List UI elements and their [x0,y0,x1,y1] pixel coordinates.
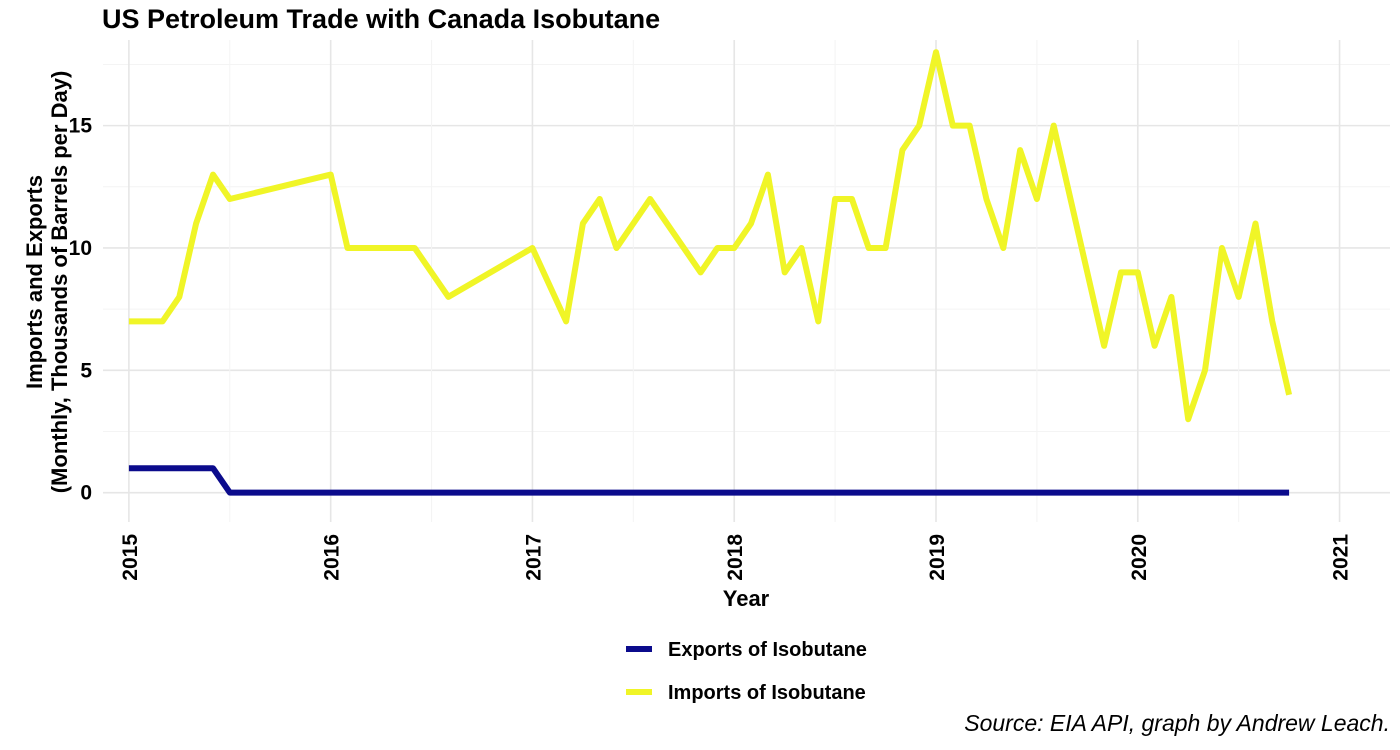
x-tick-label: 2017 [522,534,545,581]
x-tick-label: 2015 [119,534,142,581]
y-axis-title: Imports and Exports (Monthly, Thousands … [22,71,72,494]
y-axis-title-line-1: Imports and Exports [22,175,47,389]
y-tick-label: 5 [80,359,92,382]
grid-layer [103,40,1390,522]
chart-caption: Source: EIA API, graph by Andrew Leach. [964,710,1390,736]
legend-label-exports: Exports of Isobutane [668,639,867,661]
legend: Exports of Isobutane Imports of Isobutan… [626,639,867,704]
legend-label-imports: Imports of Isobutane [668,682,866,704]
series-line-1 [128,49,1293,423]
x-axis-title: Year [723,586,770,611]
y-tick-label: 15 [69,115,93,138]
x-tick-label: 2020 [1128,534,1151,581]
y-tick-labels: 0 5 10 15 [69,115,93,505]
y-tick-label: 0 [80,482,92,505]
x-tick-label: 2018 [724,534,747,581]
y-axis-title-line-2: (Monthly, Thousands of Barrels per Day) [47,71,72,494]
x-tick-label: 2019 [926,534,949,581]
series-line-0 [128,465,1290,496]
x-tick-labels: 2015 2016 2017 2018 2019 2020 2021 [119,534,1353,581]
chart-title: US Petroleum Trade with Canada Isobutane [102,4,661,34]
x-tick-label: 2016 [321,534,344,581]
x-tick-label: 2021 [1330,534,1353,581]
series-layer [128,49,1293,496]
y-tick-label: 10 [69,237,92,260]
